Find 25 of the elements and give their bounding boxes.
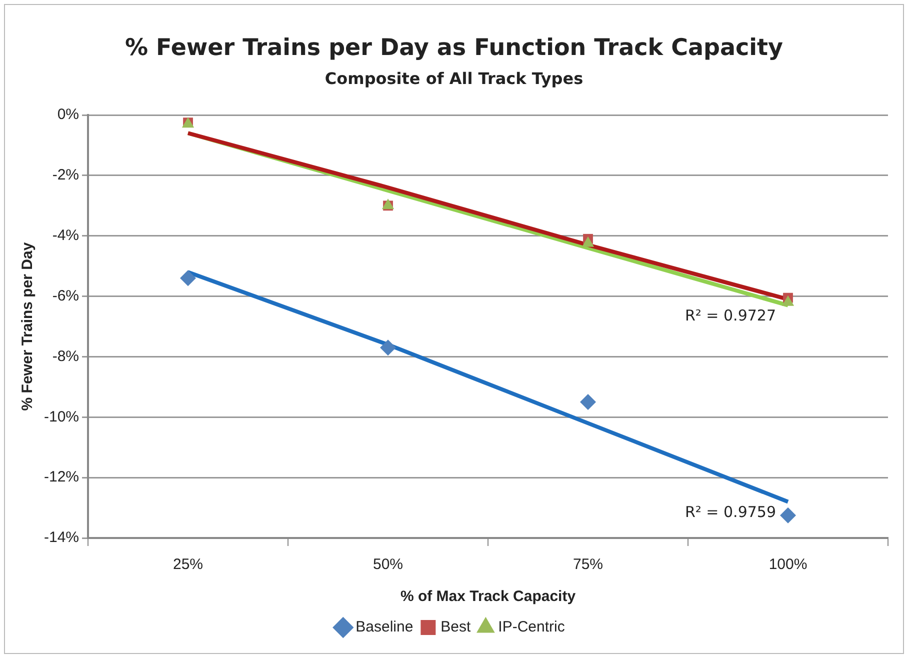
x-tick-label: 25% <box>173 556 204 574</box>
legend-label: IP-Centric <box>498 618 566 636</box>
y-tick-label: -12% <box>44 468 80 486</box>
legend-label: Baseline <box>356 618 414 636</box>
legend-label: Best <box>440 618 472 636</box>
point <box>580 394 596 410</box>
y-tick-label: -8% <box>52 348 80 365</box>
chart-subtitle: Composite of All Track Types <box>324 69 584 88</box>
annotation: R² = 0.9759 <box>684 503 776 522</box>
y-tick-label: -6% <box>52 287 80 304</box>
chart-title: % Fewer Trains per Day as Function Track Capacity <box>124 35 784 61</box>
x-tick-label: 50% <box>372 556 404 574</box>
y-tick-label: -2% <box>52 166 80 184</box>
annotation: R² = 0.9727 <box>684 306 776 325</box>
point <box>780 507 796 524</box>
y-tick-label: 0% <box>57 106 80 124</box>
x-tick-label: 75% <box>572 556 604 574</box>
y-tick-label: -10% <box>44 408 80 426</box>
y-tick-label: -4% <box>52 227 80 244</box>
point <box>380 340 396 356</box>
x-tick-label: 100% <box>768 556 808 574</box>
y-axis-title: % Fewer Trains per Day <box>19 242 36 411</box>
x-axis-title: % of Max Track Capacity <box>400 588 576 606</box>
point <box>180 270 196 286</box>
y-tick-label: -14% <box>44 529 80 546</box>
